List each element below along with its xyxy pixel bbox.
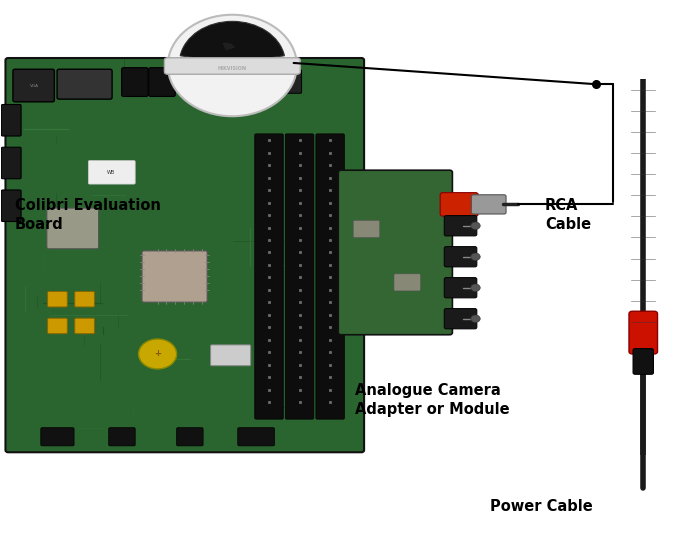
FancyBboxPatch shape bbox=[471, 195, 506, 214]
FancyBboxPatch shape bbox=[142, 251, 207, 302]
FancyBboxPatch shape bbox=[164, 58, 300, 74]
Polygon shape bbox=[353, 231, 354, 257]
Polygon shape bbox=[354, 231, 355, 257]
Polygon shape bbox=[345, 231, 346, 257]
FancyBboxPatch shape bbox=[5, 58, 364, 452]
FancyBboxPatch shape bbox=[1, 105, 21, 136]
FancyBboxPatch shape bbox=[108, 427, 135, 446]
FancyBboxPatch shape bbox=[440, 193, 478, 216]
FancyBboxPatch shape bbox=[211, 345, 251, 366]
FancyBboxPatch shape bbox=[271, 70, 301, 93]
FancyBboxPatch shape bbox=[255, 134, 283, 419]
FancyBboxPatch shape bbox=[338, 170, 452, 335]
FancyBboxPatch shape bbox=[394, 274, 421, 291]
Text: Colibri Evaluation
Board: Colibri Evaluation Board bbox=[15, 198, 161, 232]
Polygon shape bbox=[348, 231, 349, 257]
FancyBboxPatch shape bbox=[1, 190, 21, 221]
FancyBboxPatch shape bbox=[190, 70, 220, 93]
FancyBboxPatch shape bbox=[41, 427, 74, 446]
Text: +: + bbox=[154, 350, 161, 359]
Polygon shape bbox=[347, 231, 348, 257]
Polygon shape bbox=[355, 231, 356, 257]
Circle shape bbox=[471, 315, 480, 322]
FancyBboxPatch shape bbox=[57, 69, 112, 99]
Circle shape bbox=[138, 339, 177, 369]
Text: HIKVISION: HIKVISION bbox=[218, 66, 247, 70]
FancyBboxPatch shape bbox=[1, 147, 21, 179]
Circle shape bbox=[471, 222, 480, 229]
FancyBboxPatch shape bbox=[13, 69, 55, 102]
Text: RCA
Cable: RCA Cable bbox=[545, 198, 591, 232]
FancyBboxPatch shape bbox=[47, 208, 98, 249]
Text: VGA: VGA bbox=[29, 84, 38, 88]
FancyBboxPatch shape bbox=[444, 246, 477, 267]
Polygon shape bbox=[356, 231, 357, 257]
Wedge shape bbox=[180, 21, 284, 63]
Circle shape bbox=[471, 284, 480, 292]
FancyBboxPatch shape bbox=[149, 68, 175, 97]
FancyBboxPatch shape bbox=[75, 292, 94, 307]
Polygon shape bbox=[351, 231, 352, 257]
FancyBboxPatch shape bbox=[89, 161, 135, 184]
FancyBboxPatch shape bbox=[121, 68, 148, 97]
FancyBboxPatch shape bbox=[444, 278, 477, 298]
FancyBboxPatch shape bbox=[444, 309, 477, 329]
FancyBboxPatch shape bbox=[316, 134, 344, 419]
Text: Analogue Camera
Adapter or Module: Analogue Camera Adapter or Module bbox=[355, 383, 509, 417]
Polygon shape bbox=[349, 231, 351, 257]
FancyBboxPatch shape bbox=[48, 318, 68, 333]
Polygon shape bbox=[352, 231, 353, 257]
FancyBboxPatch shape bbox=[285, 134, 314, 419]
Text: WB: WB bbox=[107, 170, 115, 175]
FancyBboxPatch shape bbox=[629, 311, 657, 354]
FancyBboxPatch shape bbox=[353, 220, 380, 237]
FancyBboxPatch shape bbox=[48, 292, 68, 307]
Text: Power Cable: Power Cable bbox=[490, 499, 593, 514]
FancyBboxPatch shape bbox=[238, 427, 274, 446]
Circle shape bbox=[168, 14, 297, 116]
Polygon shape bbox=[346, 231, 347, 257]
FancyBboxPatch shape bbox=[444, 216, 477, 236]
Polygon shape bbox=[344, 231, 345, 257]
Polygon shape bbox=[357, 231, 358, 257]
Wedge shape bbox=[222, 42, 235, 50]
FancyBboxPatch shape bbox=[75, 318, 94, 333]
FancyBboxPatch shape bbox=[231, 70, 261, 93]
FancyBboxPatch shape bbox=[177, 427, 203, 446]
FancyBboxPatch shape bbox=[633, 349, 653, 374]
Circle shape bbox=[471, 253, 480, 260]
